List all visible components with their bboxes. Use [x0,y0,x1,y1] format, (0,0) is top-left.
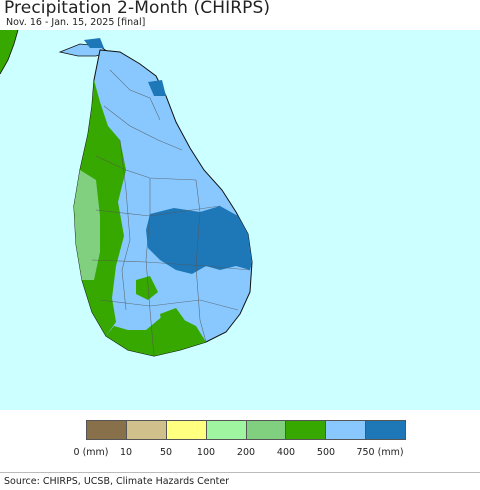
legend-tick-label: 400 [276,447,296,458]
legend-swatch [286,421,327,439]
legend-swatch [126,421,167,439]
source-credit: Source: CHIRPS, UCSB, Climate Hazards Ce… [0,472,480,490]
legend-tick-label: 200 [236,447,256,458]
legend-tick-label: 500 [316,447,336,458]
legend-swatch [166,421,207,439]
south-inland-green [160,308,186,330]
north-dark-blue-patch [148,80,166,96]
legend-tick-label: 50 [159,447,173,458]
legend-tick-label: 750 (mm) [356,447,404,458]
legend-swatch [87,421,127,439]
legend-tick-label: 100 [196,447,216,458]
color-legend [86,420,406,440]
india-coast [0,30,18,74]
jaffna-dark-blue [84,38,104,48]
sri-lanka-map-svg [0,29,253,357]
map-subtitle: Nov. 16 - Jan. 15, 2025 [final] [6,17,146,28]
central-green-patch [136,276,158,300]
legend-tick-label: 10 [119,447,133,458]
legend-swatch [366,421,405,439]
west-light-green-strip [74,170,100,280]
legend-tick-label: 0 (mm) [73,447,109,458]
district-borders [91,69,251,357]
map-title: Precipitation 2-Month (CHIRPS) [4,0,271,18]
legend-swatch [326,421,367,439]
india-coast-edge [0,29,19,75]
east-dark-blue-region [146,206,252,274]
legend-ticks: 0 (mm) 10 50 100 200 400 500 750 (mm) [0,447,480,461]
precipitation-map [0,29,480,410]
legend-swatch [246,421,287,439]
legend-swatch [206,421,247,439]
